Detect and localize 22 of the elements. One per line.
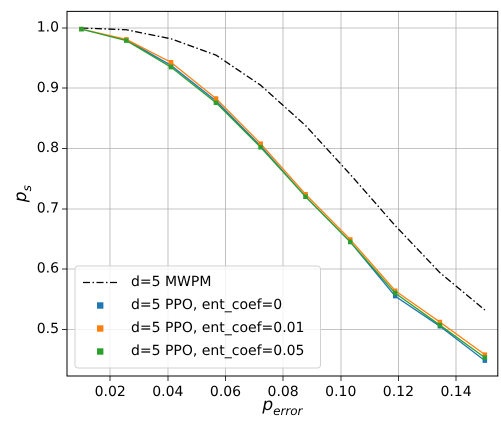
x-tick-label: 0.12 xyxy=(382,384,414,400)
point xyxy=(168,60,174,65)
y-tick-label: 0.9 xyxy=(36,80,59,96)
x-tick-label: 0.14 xyxy=(440,384,472,400)
x-tick-label: 0.10 xyxy=(325,384,356,400)
point xyxy=(214,96,218,101)
y-tick-label: 0.8 xyxy=(36,140,59,156)
y-tick-label: 1.0 xyxy=(36,20,59,36)
x-tick-label: 0.08 xyxy=(268,384,299,400)
x-tick-label: 0.02 xyxy=(94,384,126,400)
y-tick-label: 0.6 xyxy=(36,260,60,277)
y-tick-label: 0.5 xyxy=(36,320,59,337)
legend-label: d=5 MWPM xyxy=(131,274,212,290)
point xyxy=(482,355,488,360)
y-tick-label: 0.7 xyxy=(36,200,59,216)
legend-label: d=5 PPO, ent_coef=0.01 xyxy=(131,320,304,336)
legend-label: d=5 PPO, ent_coef=0 xyxy=(131,297,282,314)
point xyxy=(392,290,398,296)
y-axis-title: ps xyxy=(11,185,34,204)
legend-label: d=5 PPO, ent_coef=0.05 xyxy=(131,343,304,360)
x-tick-label: 0.06 xyxy=(210,384,242,400)
x-tick-label: 0.04 xyxy=(152,384,184,400)
